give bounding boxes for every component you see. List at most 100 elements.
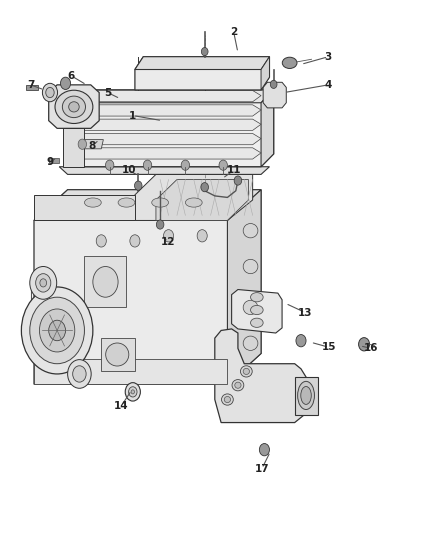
Circle shape [181, 160, 190, 171]
Ellipse shape [251, 293, 263, 302]
Circle shape [35, 273, 51, 292]
Polygon shape [34, 190, 261, 384]
Polygon shape [261, 56, 269, 90]
Circle shape [93, 266, 118, 297]
Polygon shape [227, 190, 261, 384]
Circle shape [73, 366, 86, 382]
Ellipse shape [55, 90, 93, 124]
Circle shape [130, 235, 140, 247]
Text: 12: 12 [160, 237, 175, 247]
Ellipse shape [243, 223, 258, 238]
Text: 10: 10 [121, 165, 136, 175]
Circle shape [296, 335, 306, 347]
Circle shape [201, 183, 208, 192]
Circle shape [21, 287, 93, 374]
Text: 5: 5 [104, 87, 111, 98]
Bar [49, 158, 59, 163]
Circle shape [30, 266, 57, 299]
Polygon shape [34, 359, 227, 384]
Polygon shape [76, 140, 103, 149]
Polygon shape [64, 128, 85, 167]
Ellipse shape [235, 382, 241, 388]
Circle shape [131, 390, 134, 394]
Ellipse shape [243, 260, 258, 273]
Circle shape [46, 87, 54, 98]
Circle shape [270, 80, 277, 88]
Ellipse shape [243, 336, 258, 350]
Ellipse shape [232, 379, 244, 391]
Ellipse shape [185, 198, 202, 207]
Circle shape [40, 279, 46, 287]
Text: 14: 14 [114, 401, 129, 411]
Polygon shape [101, 338, 135, 372]
Polygon shape [59, 167, 269, 174]
Polygon shape [85, 256, 127, 308]
Circle shape [129, 387, 137, 397]
Circle shape [78, 139, 87, 149]
Polygon shape [215, 329, 307, 423]
Text: 6: 6 [67, 71, 74, 80]
Polygon shape [67, 119, 261, 131]
Polygon shape [67, 133, 261, 145]
Text: 11: 11 [226, 165, 241, 175]
Polygon shape [34, 190, 261, 221]
Circle shape [42, 83, 57, 102]
Polygon shape [135, 56, 269, 90]
Circle shape [106, 160, 114, 171]
Circle shape [163, 230, 173, 242]
Ellipse shape [301, 386, 311, 405]
Text: 3: 3 [325, 52, 332, 62]
Ellipse shape [251, 318, 263, 327]
Polygon shape [261, 90, 274, 167]
Text: 17: 17 [254, 464, 269, 474]
Ellipse shape [85, 198, 101, 207]
Polygon shape [34, 195, 135, 221]
Ellipse shape [251, 305, 263, 314]
Ellipse shape [224, 397, 230, 402]
Polygon shape [67, 91, 261, 102]
Ellipse shape [106, 343, 129, 366]
Text: 2: 2 [230, 27, 237, 37]
Text: 1: 1 [129, 110, 136, 120]
Circle shape [143, 160, 152, 171]
Polygon shape [232, 289, 282, 333]
Circle shape [219, 160, 227, 171]
Ellipse shape [282, 57, 297, 68]
Circle shape [359, 337, 370, 351]
Polygon shape [67, 105, 261, 116]
Ellipse shape [240, 366, 252, 377]
Circle shape [201, 47, 208, 55]
Ellipse shape [69, 102, 79, 112]
Circle shape [134, 181, 142, 190]
Ellipse shape [62, 96, 85, 118]
Text: 9: 9 [46, 157, 53, 167]
Circle shape [96, 235, 106, 247]
Circle shape [30, 297, 85, 364]
Circle shape [60, 77, 71, 90]
Ellipse shape [243, 300, 258, 314]
Text: 13: 13 [298, 308, 312, 318]
Text: 8: 8 [88, 141, 95, 151]
Polygon shape [135, 174, 253, 221]
Polygon shape [67, 90, 274, 103]
Ellipse shape [298, 382, 314, 409]
Circle shape [39, 309, 75, 352]
Circle shape [234, 176, 242, 185]
Circle shape [67, 360, 91, 388]
Circle shape [197, 230, 207, 242]
Text: 15: 15 [322, 342, 336, 352]
Ellipse shape [152, 198, 169, 207]
Polygon shape [295, 376, 318, 415]
Circle shape [156, 220, 164, 229]
Polygon shape [156, 180, 248, 221]
Polygon shape [67, 148, 261, 159]
Ellipse shape [118, 198, 135, 207]
Polygon shape [135, 56, 269, 69]
Bar [25, 85, 38, 90]
Polygon shape [67, 90, 274, 167]
Ellipse shape [243, 368, 250, 375]
Circle shape [49, 320, 66, 341]
Text: 4: 4 [325, 80, 332, 90]
Text: 7: 7 [27, 80, 34, 90]
Ellipse shape [222, 394, 233, 405]
